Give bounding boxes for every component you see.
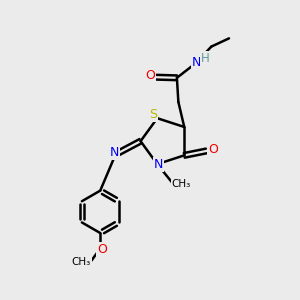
Text: CH₃: CH₃ [172, 179, 191, 189]
Text: N: N [192, 56, 201, 69]
Text: O: O [97, 243, 106, 256]
Text: CH₃: CH₃ [71, 257, 91, 267]
Text: O: O [145, 69, 155, 82]
Text: O: O [208, 143, 218, 156]
Text: H: H [200, 52, 209, 65]
Text: N: N [154, 158, 164, 171]
Text: S: S [149, 108, 157, 121]
Text: N: N [110, 146, 119, 159]
